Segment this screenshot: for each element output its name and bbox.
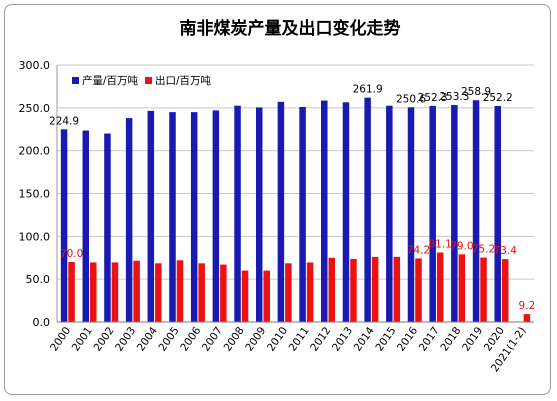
bar-export bbox=[501, 259, 509, 322]
bar-production bbox=[147, 110, 155, 322]
data-label: 75.2 bbox=[472, 244, 495, 256]
bar-production bbox=[169, 112, 176, 322]
bar-export bbox=[155, 263, 162, 322]
x-tick-label: 2012 bbox=[308, 325, 333, 354]
x-tick-label: 2007 bbox=[200, 325, 225, 354]
y-tick-label: 250.0 bbox=[19, 102, 51, 115]
data-label: 252.2 bbox=[483, 92, 513, 104]
data-label: 70.0 bbox=[60, 248, 83, 260]
chart-frame bbox=[4, 4, 551, 395]
y-tick-label: 150.0 bbox=[19, 188, 51, 201]
bar-export bbox=[176, 260, 184, 322]
bar-production bbox=[190, 112, 198, 322]
bar-export bbox=[198, 263, 205, 322]
bar-production bbox=[255, 107, 263, 322]
bar-export bbox=[241, 270, 249, 322]
data-label: 258.9 bbox=[461, 86, 491, 98]
x-tick-label: 2019 bbox=[460, 325, 485, 354]
bar-export bbox=[220, 264, 227, 322]
bar-production bbox=[277, 101, 285, 322]
x-tick-label: 2009 bbox=[243, 325, 268, 354]
bar-production bbox=[125, 118, 133, 322]
bar-export bbox=[393, 256, 401, 322]
data-label: 74.2 bbox=[407, 244, 430, 256]
legend-label: 产量/百万吨 bbox=[82, 74, 139, 87]
bar-export bbox=[415, 258, 422, 322]
x-tick-label: 2001 bbox=[70, 325, 95, 354]
bar-export bbox=[523, 314, 531, 322]
x-tick-label: 2011 bbox=[287, 325, 312, 354]
x-tick-label: 2013 bbox=[330, 325, 355, 354]
bar-production bbox=[299, 106, 306, 322]
x-tick-label: 2018 bbox=[438, 325, 463, 354]
data-label: 81.1 bbox=[428, 239, 451, 251]
legend-swatch bbox=[72, 77, 79, 84]
y-tick-label: 50.0 bbox=[26, 273, 51, 286]
bar-production bbox=[212, 110, 220, 322]
bar-export bbox=[458, 254, 466, 322]
x-tick-label: 2002 bbox=[91, 325, 116, 354]
y-axis: 0.0 50.0 100.0 150.0 200.0 250.0 300.0 bbox=[19, 59, 58, 329]
bar-production bbox=[104, 133, 111, 322]
bar-production bbox=[407, 107, 415, 322]
data-label: 250.6 bbox=[396, 93, 426, 105]
data-label: 224.9 bbox=[49, 115, 79, 127]
x-tick-label: 2008 bbox=[222, 325, 247, 354]
data-label: 253.3 bbox=[439, 91, 469, 103]
chart-title: 南非煤炭产量及出口变化走势 bbox=[180, 18, 401, 39]
x-tick-label: 2017 bbox=[417, 325, 442, 354]
x-tick-label: 2014 bbox=[352, 325, 377, 354]
x-tick-label: 2004 bbox=[135, 325, 160, 354]
bar-production bbox=[472, 100, 480, 322]
bar-export bbox=[306, 262, 314, 322]
bar-export bbox=[133, 260, 140, 322]
bar-production bbox=[364, 97, 371, 322]
y-tick-label: 200.0 bbox=[19, 145, 51, 158]
bar-export bbox=[371, 256, 379, 322]
bar-export bbox=[263, 270, 270, 322]
legend-label: 出口/百万吨 bbox=[155, 74, 212, 87]
bar-export bbox=[111, 262, 119, 322]
x-tick-label: 2000 bbox=[48, 325, 73, 354]
bar-production bbox=[494, 105, 501, 322]
legend-swatch bbox=[145, 77, 152, 84]
x-axis: 2000200120022003200420052006200720082009… bbox=[48, 321, 534, 374]
x-tick-label: 2005 bbox=[157, 325, 182, 354]
bar-export bbox=[68, 262, 75, 322]
bar-export bbox=[480, 257, 487, 322]
x-tick-label: 2006 bbox=[178, 325, 203, 354]
data-label: 9.2 bbox=[519, 300, 536, 312]
data-label: 261.9 bbox=[353, 84, 383, 96]
data-label: 252.3 bbox=[418, 92, 448, 104]
bar-production bbox=[321, 100, 328, 322]
legend: 产量/百万吨 出口/百万吨 bbox=[72, 74, 212, 87]
data-label: 73.4 bbox=[494, 245, 518, 257]
bar-export bbox=[436, 252, 444, 322]
bar-production bbox=[342, 102, 350, 322]
x-tick-label: 2015 bbox=[373, 325, 398, 354]
bar-production bbox=[60, 129, 68, 322]
bar-production bbox=[429, 105, 436, 322]
bars bbox=[60, 97, 531, 322]
y-tick-label: 100.0 bbox=[19, 230, 51, 243]
bar-export bbox=[328, 257, 336, 322]
bar-production bbox=[451, 105, 458, 322]
bar-export bbox=[350, 259, 357, 322]
y-tick-label: 300.0 bbox=[19, 59, 51, 72]
data-label: 79.0 bbox=[450, 240, 473, 252]
bar-export bbox=[90, 262, 97, 322]
x-tick-label: 2003 bbox=[113, 325, 138, 354]
y-tick-label: 0.0 bbox=[33, 316, 51, 329]
bar-production bbox=[386, 105, 393, 322]
bar-production bbox=[234, 105, 241, 322]
x-tick-label: 2010 bbox=[265, 325, 290, 354]
bar-export bbox=[285, 263, 292, 322]
x-tick-label: 2016 bbox=[395, 325, 420, 354]
bar-production bbox=[82, 130, 90, 322]
